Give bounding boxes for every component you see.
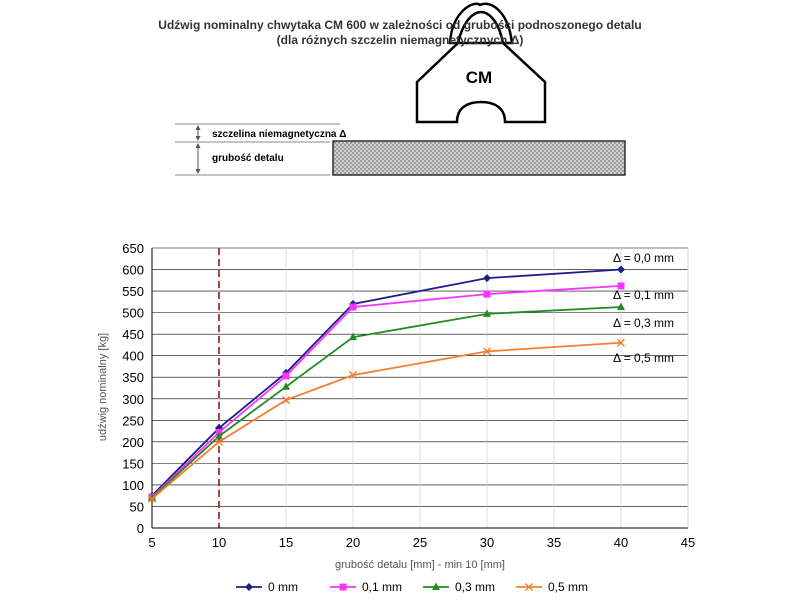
y-tick-label: 0: [137, 521, 144, 536]
chart-subtitle: (dla różnych szczelin niemagnetycznych Δ…: [276, 33, 524, 47]
y-tick-label: 50: [130, 499, 144, 514]
data-point: [281, 396, 291, 405]
x-tick-label: 15: [279, 535, 293, 550]
magnet-label: CM: [466, 68, 492, 87]
arrowhead: [195, 136, 201, 141]
y-tick-label: 650: [122, 241, 144, 256]
chart-title: Udźwig nominalny chwytaka CM 600 w zależ…: [158, 18, 642, 32]
x-tick-label: 10: [212, 535, 226, 550]
series-3: [147, 338, 626, 503]
data-point: [483, 309, 491, 317]
legend-label: 0 mm: [268, 580, 298, 594]
legend-item: 0,5 mm: [516, 580, 588, 594]
legend-label: 0,5 mm: [548, 580, 588, 594]
y-tick-label: 150: [122, 456, 144, 471]
gridlines: [151, 247, 689, 529]
series-1: [148, 282, 625, 501]
workpiece: [332, 140, 626, 176]
data-point: [483, 290, 491, 298]
x-tick-label: 35: [547, 535, 561, 550]
series-line: [151, 268, 622, 497]
series-group: [147, 265, 626, 503]
y-tick-label: 250: [122, 413, 144, 428]
arrowhead: [195, 143, 201, 148]
data-point: [147, 494, 157, 503]
series-line: [151, 341, 622, 500]
y-tick-label: 600: [122, 263, 144, 278]
data-point: [617, 302, 625, 311]
y-tick-label: 450: [122, 327, 144, 342]
data-point: [282, 372, 290, 380]
legend-label: 0,3 mm: [455, 580, 495, 594]
thickness-label: grubość detalu: [212, 153, 284, 164]
series-line: [151, 285, 622, 498]
legend: 0 mm 0,1 mm 0,3 mm 0,5 mm: [236, 580, 588, 594]
data-point: [483, 274, 491, 283]
series-annotation: Δ = 0,0 mm: [613, 251, 674, 265]
y-tick-label: 300: [122, 392, 144, 407]
x-axis-label: grubość detalu [mm] - min 10 [mm]: [335, 559, 505, 571]
data-point: [339, 583, 347, 591]
series-annotation: Δ = 0,5 mm: [613, 351, 674, 365]
axes: 0 50 100 150 200 250 300 350 400 450 500 550 600 650 5…: [122, 241, 695, 550]
series-annotations: Δ = 0,0 mm Δ = 0,1 mm Δ = 0,3 mm Δ = 0,5 mm: [613, 251, 674, 365]
data-point: [432, 582, 440, 590]
gap-label: szczelina niemagnetyczna Δ: [212, 129, 346, 140]
legend-item: 0,1 mm: [330, 580, 402, 594]
data-point: [282, 382, 290, 390]
data-point: [215, 431, 223, 440]
x-tick-label: 30: [480, 535, 494, 550]
arrowhead: [195, 169, 201, 174]
y-axis-label: udźwig nominalny [kg]: [97, 333, 109, 441]
x-tick-label: 25: [413, 535, 427, 550]
y-tick-label: 500: [122, 306, 144, 321]
data-point: [348, 371, 358, 380]
line-chart: 0 50 100 150 200 250 300 350 400 450 500 550 600 650 5…: [97, 241, 695, 594]
magnet-body: [415, 41, 547, 124]
data-point: [617, 282, 625, 290]
data-point: [349, 303, 357, 311]
x-tick-label: 45: [681, 535, 695, 550]
y-tick-label: 400: [122, 349, 144, 364]
data-point: [524, 582, 534, 592]
data-point: [214, 437, 224, 446]
y-tick-label: 350: [122, 370, 144, 385]
series-2: [148, 302, 625, 501]
legend-item: 0,3 mm: [423, 580, 495, 594]
y-tick-label: 550: [122, 284, 144, 299]
magnet-handle: [448, 2, 514, 45]
y-tick-label: 100: [122, 478, 144, 493]
data-point: [148, 493, 156, 501]
series-line: [151, 306, 622, 499]
data-point: [245, 583, 253, 591]
y-tick-label: 200: [122, 435, 144, 450]
arrowhead: [195, 125, 201, 130]
legend-item: 0 mm: [236, 580, 298, 594]
magnet-diagram: CM szczelina niemagnetyczna Δ grubość de…: [175, 2, 626, 176]
data-point: [617, 265, 625, 274]
series-annotation: Δ = 0,1 mm: [613, 288, 674, 302]
data-point: [349, 332, 357, 341]
x-tick-label: 40: [614, 535, 628, 550]
series-annotation: Δ = 0,3 mm: [613, 316, 674, 330]
data-point: [482, 347, 492, 356]
data-point: [616, 338, 626, 347]
x-tick-label: 5: [148, 535, 155, 550]
legend-label: 0,1 mm: [362, 580, 402, 594]
x-tick-label: 20: [346, 535, 360, 550]
